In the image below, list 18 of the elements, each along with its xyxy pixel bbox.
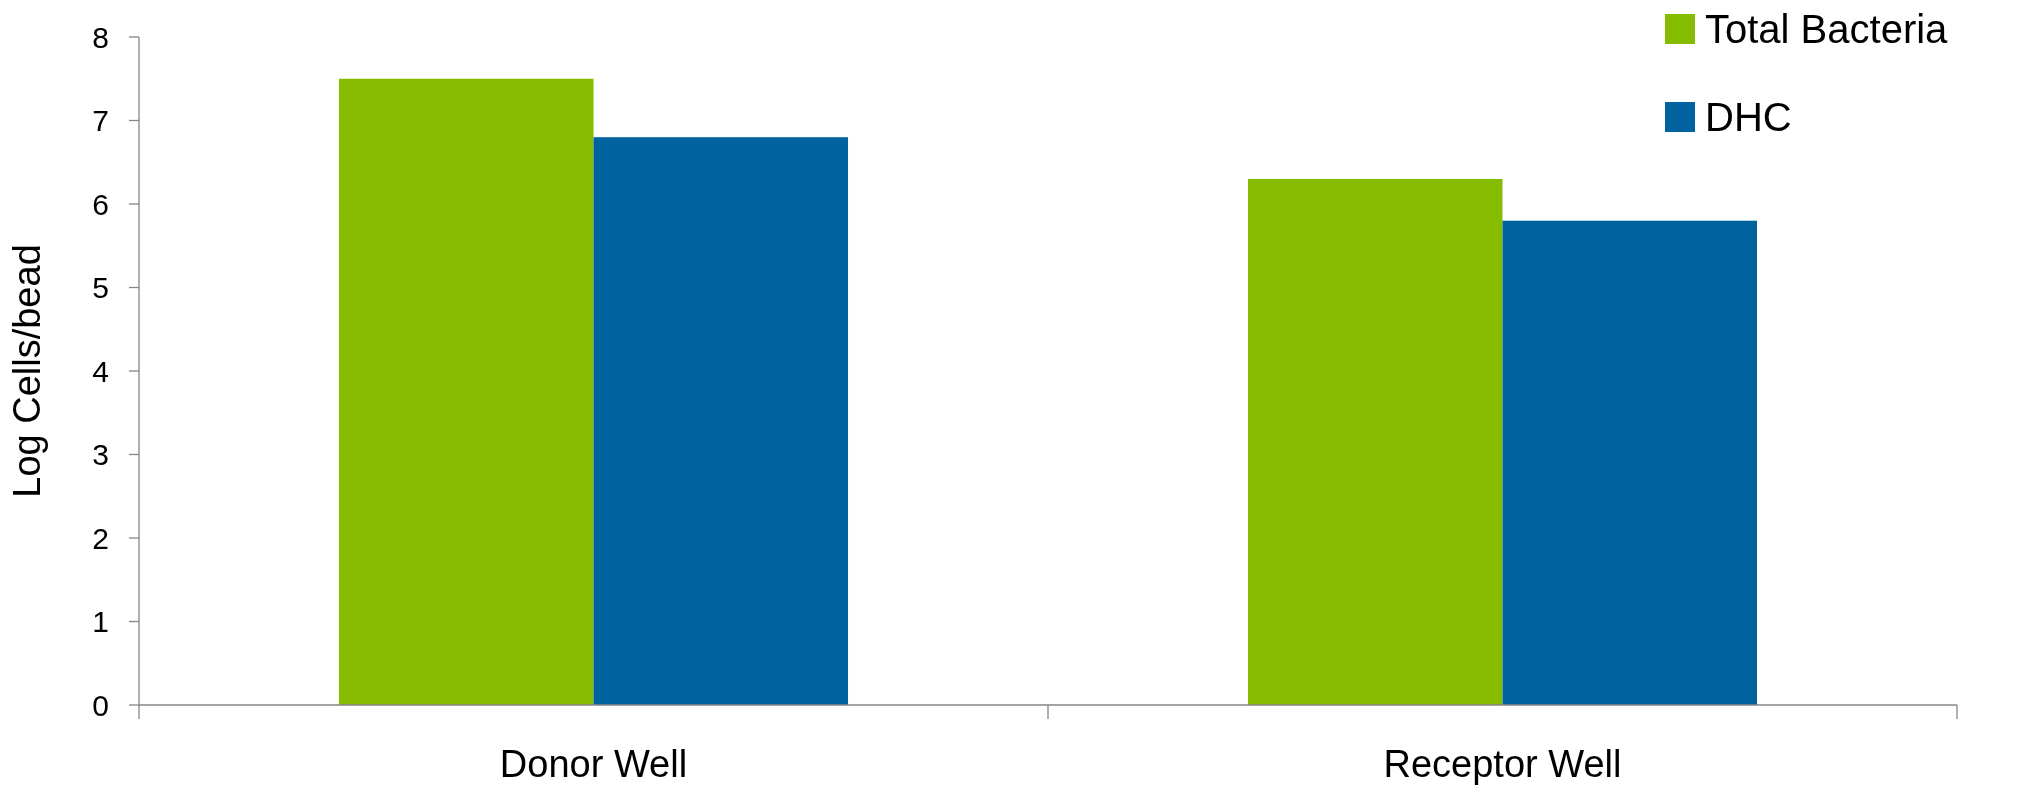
y-tick-label: 5 (92, 271, 109, 304)
legend-label: Total Bacteria (1705, 7, 1949, 51)
x-tick-label: Donor Well (499, 743, 688, 785)
y-tick-label: 1 (92, 605, 109, 638)
y-tick-label: 8 (92, 20, 109, 54)
bar (593, 137, 849, 705)
legend-label: DHC (1705, 95, 1792, 139)
bar (1502, 220, 1758, 705)
y-tick-label: 0 (92, 688, 109, 722)
y-tick-label: 4 (92, 354, 109, 388)
x-tick-label: Receptor Well (1383, 743, 1622, 785)
y-axis-title: Log Cells/bead (6, 244, 48, 498)
bar (338, 78, 594, 705)
y-tick-label: 2 (92, 521, 109, 555)
y-tick-label: 7 (92, 104, 109, 137)
y-tick-label: 3 (92, 438, 109, 471)
y-tick-label: 6 (92, 187, 109, 221)
bar (1247, 178, 1503, 705)
